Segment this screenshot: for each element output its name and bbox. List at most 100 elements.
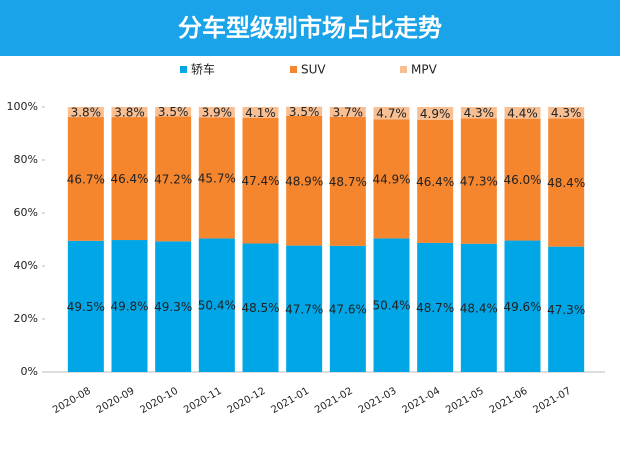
y-tick-label: 80% bbox=[14, 153, 38, 166]
x-tick-label: 2020-12 bbox=[226, 386, 268, 416]
value-label: 49.6% bbox=[503, 300, 541, 314]
bar-segment bbox=[111, 117, 148, 241]
bar-segment bbox=[417, 242, 454, 372]
bar-segment bbox=[286, 106, 323, 117]
y-tick-label: 40% bbox=[14, 259, 38, 272]
value-label: 3.5% bbox=[158, 105, 189, 119]
value-label: 48.5% bbox=[241, 301, 279, 315]
legend-label: SUV bbox=[301, 63, 326, 77]
value-label: 4.3% bbox=[464, 106, 495, 120]
bar-segment bbox=[373, 107, 410, 120]
bar-segment bbox=[373, 238, 410, 372]
bar-segment bbox=[155, 241, 192, 372]
bar-segment bbox=[155, 107, 192, 117]
bar-segment bbox=[286, 245, 323, 372]
value-label: 47.3% bbox=[547, 303, 585, 317]
bar-segment bbox=[67, 117, 104, 241]
value-label: 49.8% bbox=[110, 300, 148, 314]
value-label: 4.4% bbox=[507, 106, 538, 120]
value-label: 44.9% bbox=[372, 172, 410, 186]
x-tick-label: 2021-07 bbox=[531, 386, 573, 416]
value-label: 3.8% bbox=[114, 106, 145, 120]
value-label: 47.3% bbox=[460, 175, 498, 189]
bar-segment bbox=[155, 116, 192, 242]
y-tick-label: 0% bbox=[21, 365, 38, 378]
x-tick-label: 2020-09 bbox=[95, 386, 137, 416]
bar-segment bbox=[417, 107, 454, 120]
value-label: 47.2% bbox=[154, 172, 192, 186]
bar-segment bbox=[548, 118, 585, 247]
x-tick-label: 2020-11 bbox=[182, 386, 224, 416]
bar-segment bbox=[111, 240, 148, 372]
x-tick-label: 2021-03 bbox=[357, 386, 399, 416]
bar-segment bbox=[242, 107, 279, 118]
bar-segment bbox=[460, 118, 497, 244]
x-tick-label: 2021-05 bbox=[444, 386, 486, 416]
value-label: 46.7% bbox=[67, 172, 105, 186]
bar-segment bbox=[460, 107, 497, 119]
value-label: 46.0% bbox=[503, 173, 541, 187]
value-label: 48.9% bbox=[285, 174, 323, 188]
value-label: 48.4% bbox=[460, 301, 498, 315]
value-label: 4.1% bbox=[245, 106, 276, 120]
legend-label: 轿车 bbox=[191, 62, 215, 77]
bar-segment bbox=[286, 116, 323, 246]
value-label: 49.5% bbox=[67, 300, 105, 314]
bar-segment bbox=[111, 107, 148, 118]
bar-segment bbox=[198, 117, 235, 239]
x-tick-label: 2020-08 bbox=[51, 386, 93, 416]
value-label: 3.7% bbox=[333, 105, 364, 119]
x-tick-label: 2021-06 bbox=[488, 386, 530, 416]
value-label: 47.6% bbox=[329, 302, 367, 316]
bar-segment bbox=[242, 243, 279, 372]
bar-segment bbox=[329, 245, 366, 372]
value-label: 50.4% bbox=[372, 299, 410, 313]
bar-segment bbox=[67, 240, 104, 372]
bar-segment bbox=[504, 107, 541, 119]
value-label: 50.4% bbox=[198, 299, 236, 313]
value-label: 46.4% bbox=[110, 172, 148, 186]
bar-segment bbox=[373, 119, 410, 239]
bar-segment bbox=[460, 243, 497, 372]
bar-segment bbox=[417, 119, 454, 243]
bar-segment bbox=[198, 238, 235, 372]
title-banner bbox=[0, 0, 620, 56]
value-label: 46.4% bbox=[416, 175, 454, 189]
y-tick-label: 60% bbox=[14, 206, 38, 219]
value-label: 48.4% bbox=[547, 176, 585, 190]
value-label: 47.4% bbox=[241, 174, 279, 188]
value-label: 3.5% bbox=[289, 105, 320, 119]
x-tick-label: 2021-02 bbox=[313, 386, 355, 416]
bar-segment bbox=[504, 240, 541, 372]
value-label: 3.8% bbox=[71, 106, 102, 120]
legend-swatch bbox=[290, 66, 297, 73]
x-tick-label: 2020-10 bbox=[138, 386, 180, 416]
legend-swatch bbox=[180, 66, 187, 73]
value-label: 3.9% bbox=[202, 106, 233, 120]
bar-segment bbox=[67, 107, 104, 118]
value-label: 49.3% bbox=[154, 300, 192, 314]
value-label: 4.3% bbox=[551, 106, 582, 120]
x-tick-label: 2021-04 bbox=[400, 386, 442, 416]
bar-segment bbox=[548, 246, 585, 372]
chart-title: 分车型级别市场占比走势 bbox=[178, 14, 442, 42]
bar-segment bbox=[329, 107, 366, 117]
bar-segment bbox=[329, 116, 366, 246]
y-tick-label: 20% bbox=[14, 312, 38, 325]
value-label: 48.7% bbox=[416, 301, 454, 315]
x-tick-label: 2021-01 bbox=[269, 386, 311, 416]
legend-swatch bbox=[400, 66, 407, 73]
bar-segment bbox=[504, 118, 541, 241]
value-label: 4.7% bbox=[376, 107, 407, 121]
bar-segment bbox=[242, 117, 279, 244]
value-label: 4.9% bbox=[420, 107, 451, 121]
value-label: 47.7% bbox=[285, 302, 323, 316]
bar-segment bbox=[198, 107, 235, 118]
y-tick-label: 100% bbox=[7, 100, 38, 113]
legend-label: MPV bbox=[411, 63, 438, 77]
value-label: 48.7% bbox=[329, 175, 367, 189]
value-label: 45.7% bbox=[198, 171, 236, 185]
bar-segment bbox=[548, 107, 585, 119]
